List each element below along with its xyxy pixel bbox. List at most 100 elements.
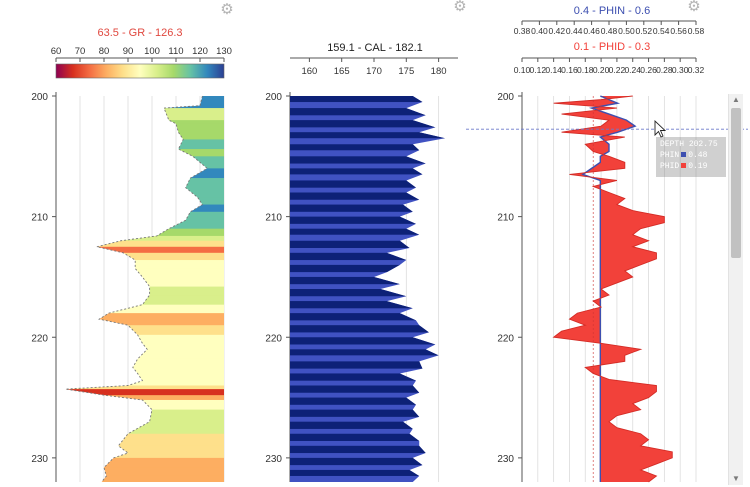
cal-dark-band: [290, 457, 446, 466]
gr-band: [65, 204, 224, 213]
gr-colorbar-tick-label: 120: [192, 46, 208, 57]
cal-dark-band: [290, 96, 446, 103]
cal-dark-band: [290, 264, 446, 273]
gr-band: [65, 268, 224, 278]
cal-dark-band: [290, 216, 446, 224]
gr-band: [65, 399, 224, 411]
gr-band: [65, 325, 224, 336]
vertical-scrollbar[interactable]: ▲ ▼: [728, 94, 743, 485]
gr-colorbar: [55, 63, 225, 79]
porosity-settings-gear-icon[interactable]: ⚙: [687, 0, 701, 15]
gr-colorbar-tick-label: 70: [75, 46, 86, 57]
cal-tick-label: 160: [301, 66, 317, 77]
cal-dark-band: [290, 240, 446, 248]
porosity-crossover-fill: [553, 96, 673, 482]
gr-band: [65, 453, 224, 459]
gr-colorbar-tick-label: 60: [51, 46, 62, 57]
gr-colorbar-tick-label: 110: [168, 46, 183, 57]
cal-dark-band: [290, 469, 446, 476]
cal-dark-band: [290, 156, 446, 164]
phin-tick-label: 0.40: [531, 26, 548, 36]
phid-tick-label: 0.22: [609, 65, 626, 75]
gr-band: [65, 475, 224, 482]
cal-dark-band: [290, 252, 446, 261]
phid-tick-label: 0.12: [530, 65, 547, 75]
cal-dark-band: [290, 180, 446, 188]
gr-band: [65, 132, 224, 140]
depth-tick-label: 200: [265, 92, 282, 103]
scrollbar-thumb[interactable]: [731, 108, 741, 258]
gr-band: [65, 187, 224, 198]
depth-tick-label: 220: [31, 333, 48, 344]
phin-tick-label: 0.42: [549, 26, 566, 36]
phin-tick-label: 0.54: [653, 26, 670, 36]
cal-dark-band: [290, 144, 446, 151]
gr-header: 63.5 - GR - 126.3: [98, 27, 183, 39]
gr-band: [65, 246, 224, 254]
gr-settings-gear-icon[interactable]: ⚙: [220, 1, 234, 18]
cal-dark-band: [290, 168, 446, 175]
phid-tick-label: 0.10: [514, 65, 531, 75]
cal-track[interactable]: 159.1 - CAL - 182.1 160 165 170 175 180 200 21…: [265, 42, 458, 482]
gr-band: [65, 313, 224, 320]
depth-tick-label: 230: [265, 454, 282, 465]
scroll-down-arrow-icon[interactable]: ▼: [732, 474, 740, 483]
gr-band: [65, 295, 224, 306]
cal-dark-band: [290, 397, 446, 405]
gr-band: [65, 373, 224, 382]
cal-plot-area: 160 165 170 175 180 200 210 220 230: [265, 57, 458, 482]
gr-band: [65, 304, 224, 314]
gr-band: [65, 343, 224, 350]
mouse-pointer-icon: [654, 119, 667, 138]
cal-dark-band: [290, 276, 446, 285]
cal-dark-band: [290, 192, 446, 200]
cal-dark-band: [290, 349, 446, 356]
tooltip-phin-label: PHIN: [660, 151, 680, 160]
cal-dark-band: [290, 289, 446, 297]
cal-tick-label: 170: [366, 66, 382, 77]
phid-tick-label: 0.20: [593, 65, 610, 75]
cal-dark-band: [290, 421, 446, 429]
gr-band: [65, 123, 224, 133]
phid-tick-label: 0.32: [688, 65, 705, 75]
gr-band: [65, 276, 224, 288]
gr-band: [65, 389, 224, 396]
cal-settings-gear-icon[interactable]: ⚙: [453, 0, 467, 15]
gr-band: [65, 211, 224, 221]
gr-band: [65, 240, 224, 248]
gr-band: [65, 96, 224, 107]
phin-tick-label: 0.58: [688, 26, 705, 36]
gr-track[interactable]: 63.5 - GR - 126.3 60 70 80 90 100 110 120 130 2…: [31, 27, 232, 483]
tooltip-phid-value: 0.19: [688, 162, 708, 171]
gr-band: [65, 385, 224, 390]
phid-curve: [552, 95, 673, 483]
depth-tick-label: 230: [497, 454, 514, 465]
gr-band: [65, 334, 224, 344]
tooltip-depth-label: DEPTH: [660, 140, 685, 149]
phid-tick-label: 0.16: [561, 65, 578, 75]
scroll-up-arrow-icon[interactable]: ▲: [732, 95, 740, 104]
cal-dark-band: [290, 373, 446, 381]
cal-dark-band: [290, 120, 446, 128]
depth-tick-label: 200: [497, 92, 514, 103]
depth-tick-label: 230: [31, 454, 48, 465]
phid-tick-label: 0.14: [545, 65, 562, 75]
porosity-track[interactable]: 0.4 - PHIN - 0.6 0.1 - PHID - 0.3 0.38 0.…: [466, 5, 748, 483]
gr-band: [65, 380, 224, 386]
phid-tick-label: 0.18: [577, 65, 594, 75]
phin-swatch: [681, 152, 687, 157]
tooltip-phid-label: PHID: [660, 162, 680, 171]
phin-tick-label: 0.52: [636, 26, 653, 36]
gr-band: [65, 220, 224, 230]
cal-dark-band: [290, 132, 446, 139]
phid-tick-label: 0.26: [640, 65, 657, 75]
phin-tick-label: 0.38: [514, 26, 531, 36]
cal-dark-band: [290, 337, 446, 345]
gr-plot-area: 200 210 220 230: [31, 92, 225, 483]
gr-colorbar-tick-label: 80: [99, 46, 110, 57]
tooltip-depth-value: 202.75: [688, 140, 718, 149]
cal-dark-bands: [290, 96, 446, 476]
phid-tick-label: 0.30: [672, 65, 689, 75]
gr-color-fill: [65, 96, 224, 482]
